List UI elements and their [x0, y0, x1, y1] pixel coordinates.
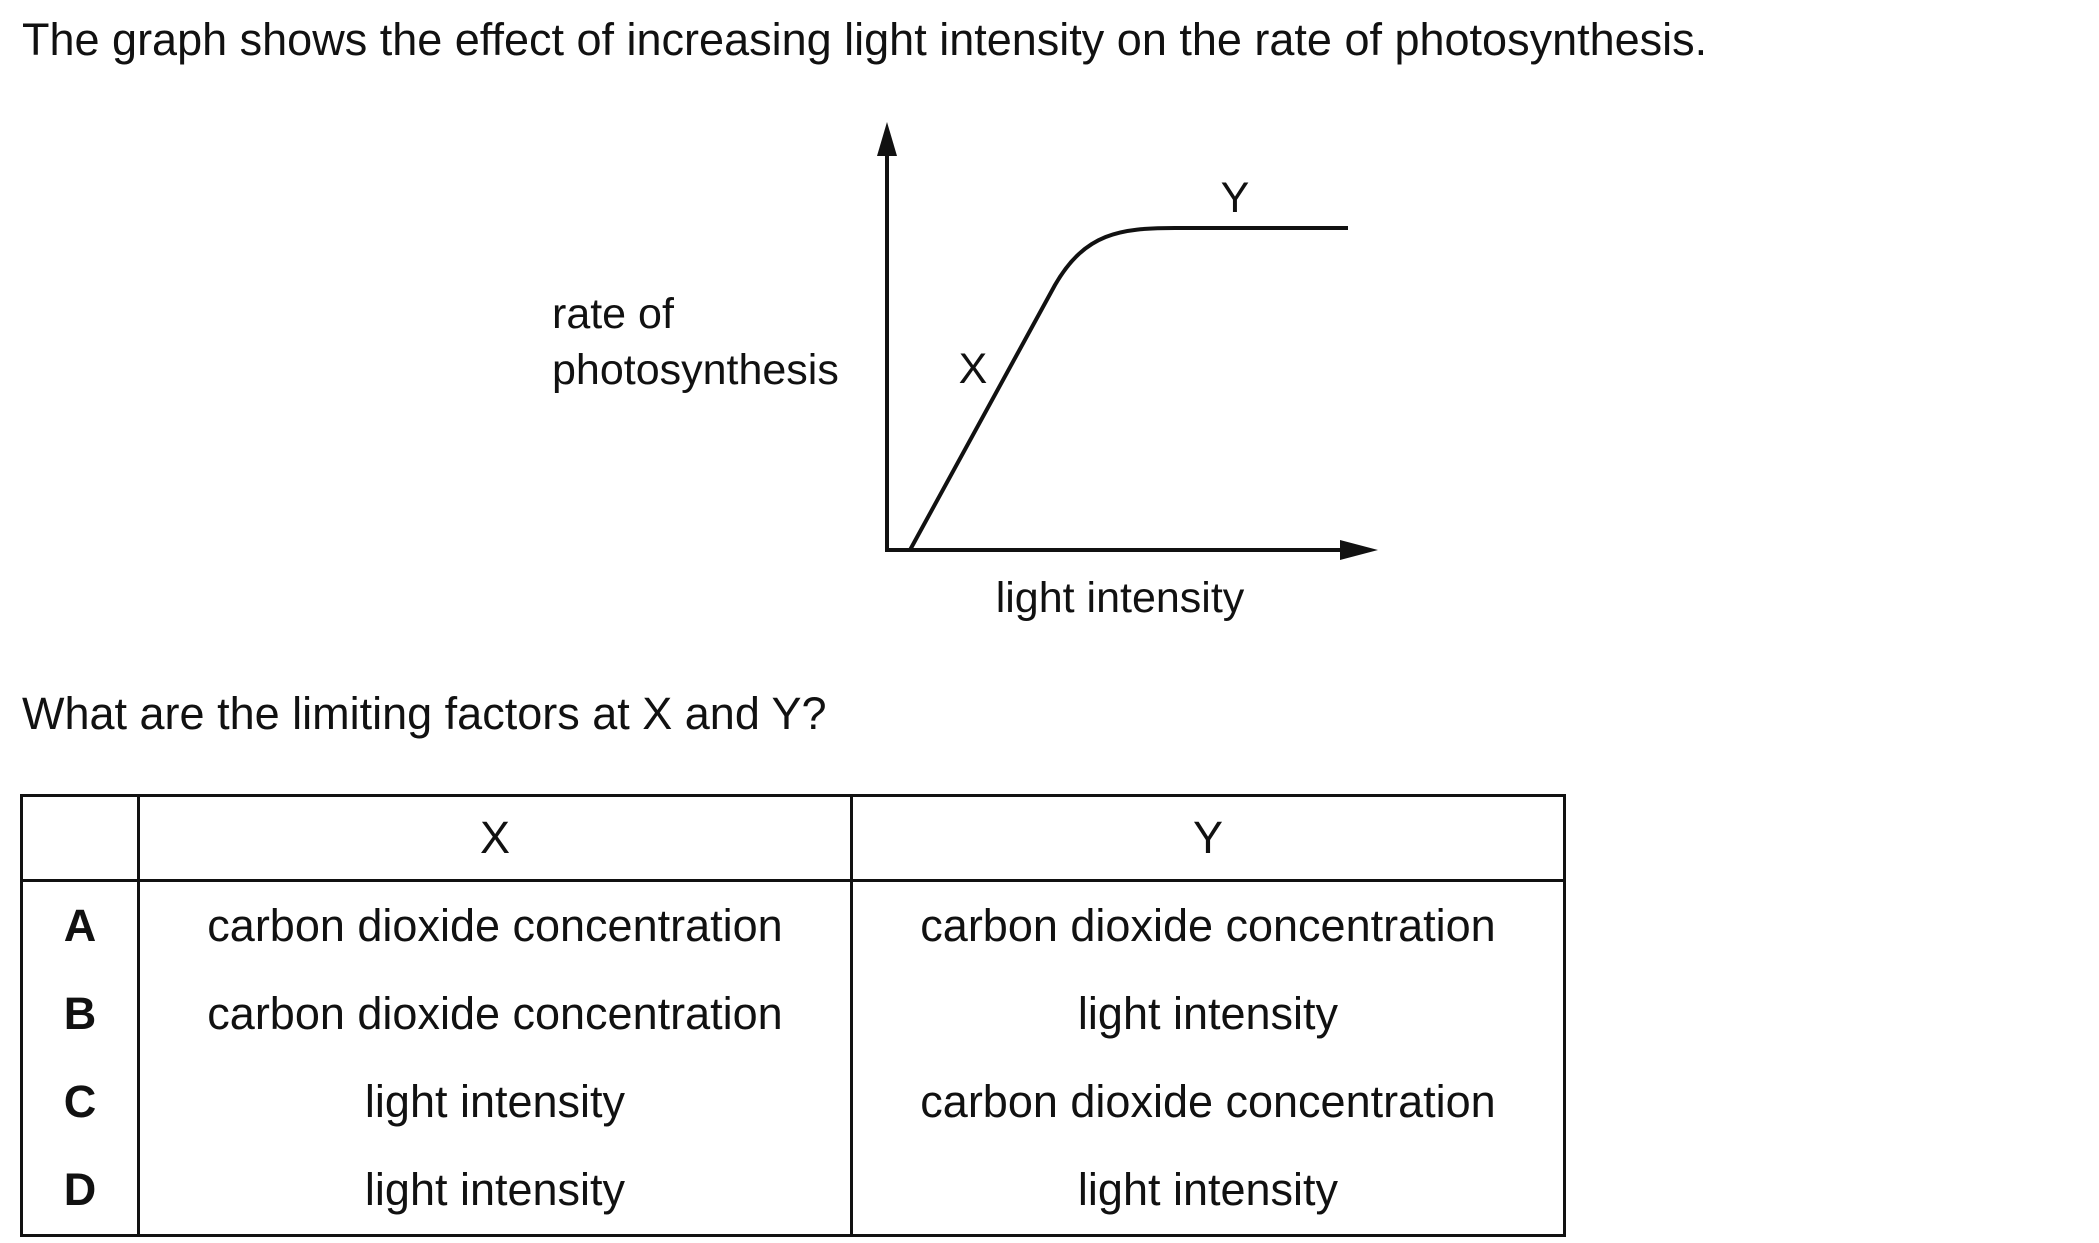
cell-x: light intensity: [137, 1146, 853, 1237]
table-row: B carbon dioxide concentration light int…: [20, 970, 1566, 1058]
y-axis-label-line2: photosynthesis: [552, 346, 839, 394]
question-prompt: What are the limiting factors at X and Y…: [22, 688, 827, 739]
cell-y: carbon dioxide concentration: [850, 880, 1566, 970]
photosynthesis-graph: rate of photosynthesis light intensity X…: [552, 122, 1378, 622]
rate-curve: [908, 226, 1348, 551]
table-row: C light intensity carbon dioxide concent…: [20, 1058, 1566, 1146]
cell-x: carbon dioxide concentration: [137, 970, 853, 1058]
y-axis-arrowhead: [877, 122, 897, 156]
header-option-cell: [20, 794, 140, 882]
curve-label-x: X: [959, 345, 988, 393]
curve-label-y: Y: [1221, 174, 1250, 222]
cell-y: light intensity: [850, 1146, 1566, 1237]
intro-text: The graph shows the effect of increasing…: [22, 14, 1708, 65]
cell-x: light intensity: [137, 1058, 853, 1146]
table-header-row: X Y: [20, 794, 1566, 882]
x-axis-label: light intensity: [996, 574, 1245, 622]
option-label: D: [20, 1146, 140, 1237]
answer-table: X Y A carbon dioxide concentration carbo…: [20, 794, 1566, 1237]
option-label: C: [20, 1058, 140, 1146]
y-axis-label-line1: rate of: [552, 290, 675, 338]
header-y: Y: [850, 794, 1566, 882]
header-x: X: [137, 794, 853, 882]
cell-x: carbon dioxide concentration: [137, 880, 853, 970]
table-row: D light intensity light intensity: [20, 1146, 1566, 1237]
option-label: A: [20, 880, 140, 970]
x-axis-arrowhead: [1340, 540, 1378, 560]
cell-y: carbon dioxide concentration: [850, 1058, 1566, 1146]
option-label: B: [20, 970, 140, 1058]
cell-y: light intensity: [850, 970, 1566, 1058]
table-row: A carbon dioxide concentration carbon di…: [20, 880, 1566, 970]
